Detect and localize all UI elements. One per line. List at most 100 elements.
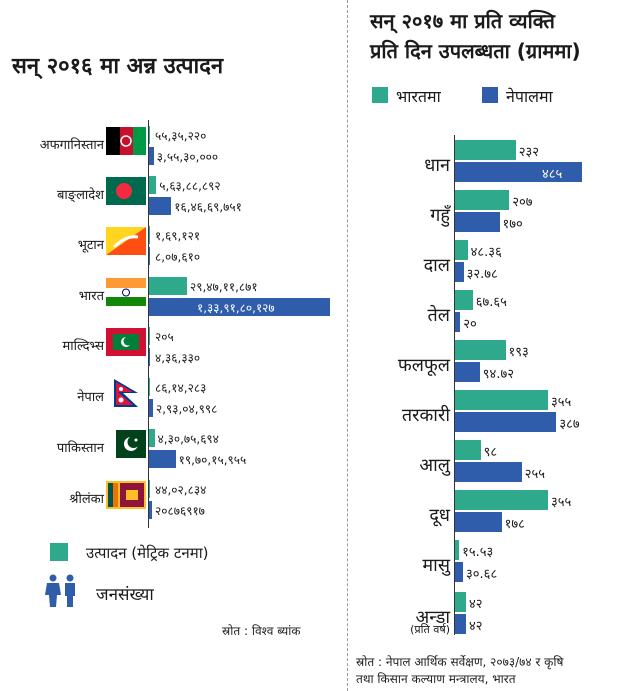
nepal-bar: [455, 412, 557, 432]
production-value: २०५: [155, 330, 174, 344]
population-value: २,९३,०४,९९८: [155, 402, 218, 416]
population-value: १,३३,९१,८०,१२७: [197, 301, 275, 315]
nepal-value: ९४.७२: [482, 367, 514, 382]
production-value: ८६,१४,२८३: [155, 381, 207, 395]
india-bar: [455, 240, 468, 260]
srilanka-flag-icon: [106, 481, 146, 509]
nepal-bar: [455, 312, 461, 332]
production-bar: [149, 126, 150, 144]
left-axis-line: [148, 120, 149, 528]
population-value: ४,३६,३३०: [155, 351, 201, 365]
india-bar: [455, 540, 460, 560]
nepal-value: २५५: [524, 467, 546, 482]
india-flag-icon: [106, 278, 146, 306]
food-label: तरकारी: [401, 405, 450, 426]
pakistan-flag-icon: [106, 430, 146, 458]
production-bar: [149, 277, 187, 295]
country-label: अफगानिस्तान: [39, 138, 104, 153]
nepal-bar: [455, 162, 582, 182]
population-bar: [149, 247, 150, 265]
nepal-legend-label: नेपालमा: [506, 87, 553, 106]
nepal-bar: [455, 562, 464, 582]
food-label: दाल: [423, 255, 450, 276]
population-legend-label: जनसंख्या: [96, 585, 154, 605]
nepal-bar: [455, 262, 464, 282]
food-label: मासु: [422, 555, 450, 576]
production-bar: [149, 429, 155, 447]
afghanistan-flag-icon: [106, 127, 146, 155]
india-bar: [455, 490, 548, 510]
nepal-legend-swatch: [482, 87, 498, 103]
india-bar: [455, 440, 481, 460]
nepal-bar: [455, 462, 522, 482]
india-legend-label: भारतमा: [396, 87, 441, 106]
right-source: स्रोत : नेपाल आर्थिक सर्वेक्षण, २०७३/७४ …: [356, 654, 563, 688]
india-value: ९८: [483, 445, 498, 460]
india-legend-swatch: [372, 87, 388, 103]
nepal-value: २०: [463, 317, 477, 332]
maldives-flag-icon: [106, 328, 146, 356]
food-label: तेल: [427, 305, 450, 326]
right-title-line1: सन् २०१७ मा प्रति व्यक्ति: [370, 9, 555, 33]
nepal-flag-icon: [106, 379, 146, 407]
production-legend-label: उत्पादन (मेट्रिक टनमा): [86, 544, 209, 562]
population-bar: [149, 399, 153, 417]
population-bar: [149, 450, 176, 468]
india-value: १५.५३: [462, 545, 494, 560]
country-label: माल्दिभ्स: [62, 339, 104, 354]
india-bar: [455, 390, 548, 410]
right-axis-line: [454, 135, 455, 635]
nepal-value: ३०.६८: [466, 567, 498, 582]
nepal-bar: [455, 212, 500, 232]
india-bar: [455, 140, 516, 160]
population-value: ८,०७,६१०: [155, 250, 201, 264]
food-label: फलफूल: [397, 355, 450, 376]
population-bar: [149, 501, 152, 519]
india-value: ३५५: [550, 495, 572, 510]
nepal-bar: [455, 362, 480, 382]
bhutan-flag-icon: [106, 227, 146, 255]
food-label: अन्डा: [415, 607, 451, 628]
population-value: १६,४६,६९,७५१: [174, 200, 242, 214]
india-value: ६७.६५: [475, 295, 507, 310]
nepal-bar: [455, 614, 466, 634]
production-value: ५५,३५,२२०: [155, 129, 207, 143]
left-chart-title: सन् २०१६ मा अन्न उत्पादन: [12, 54, 224, 79]
country-label: भारत: [78, 289, 104, 304]
right-source-line2: तथा किसान कल्याण मन्त्रालय, भारत: [356, 672, 516, 686]
egg-per-year-note: (प्रति वर्ष): [410, 623, 450, 636]
population-bar: [149, 348, 150, 366]
bangladesh-flag-icon: [106, 177, 146, 205]
production-bar: [149, 378, 151, 396]
india-value: ४२: [468, 597, 483, 612]
food-label: गहुँ: [430, 205, 450, 226]
production-legend-swatch: [50, 543, 68, 561]
production-bar: [149, 176, 157, 194]
country-label: पाकिस्तान: [56, 441, 104, 456]
production-bar: [149, 226, 150, 244]
population-value: २०८७६९१७: [155, 504, 205, 518]
nepal-value: ४२: [468, 619, 483, 634]
nepal-bar: [455, 512, 502, 532]
left-source: स्रोत : विश्व ब्यांक: [222, 624, 301, 638]
nepal-value: ४८५: [542, 167, 563, 182]
india-value: २३२: [518, 145, 540, 160]
right-source-line1: स्रोत : नेपाल आर्थिक सर्वेक्षण, २०७३/७४ …: [356, 655, 564, 669]
population-bar: [149, 147, 154, 165]
india-value: ४८.३६: [470, 245, 502, 260]
food-label: धान: [424, 155, 450, 176]
production-value: ४,३०,७५,६९४: [157, 432, 219, 446]
population-bar: [149, 298, 330, 316]
india-bar: [455, 592, 466, 612]
production-bar: [149, 327, 150, 345]
population-value: ३,५५,३०,०००: [156, 150, 219, 164]
nepal-value: १७०: [502, 217, 523, 232]
country-label: नेपाल: [77, 390, 104, 405]
country-label: भूटान: [77, 238, 104, 253]
india-bar: [455, 290, 473, 310]
country-label: बाङ्लादेश: [57, 188, 104, 203]
production-value: ४४,०२,८३४: [155, 483, 207, 497]
right-chart-title: सन् २०१७ मा प्रति व्यक्ति प्रति दिन उपलब…: [370, 6, 581, 66]
india-value: १९३: [508, 345, 529, 360]
divider: [347, 0, 348, 691]
